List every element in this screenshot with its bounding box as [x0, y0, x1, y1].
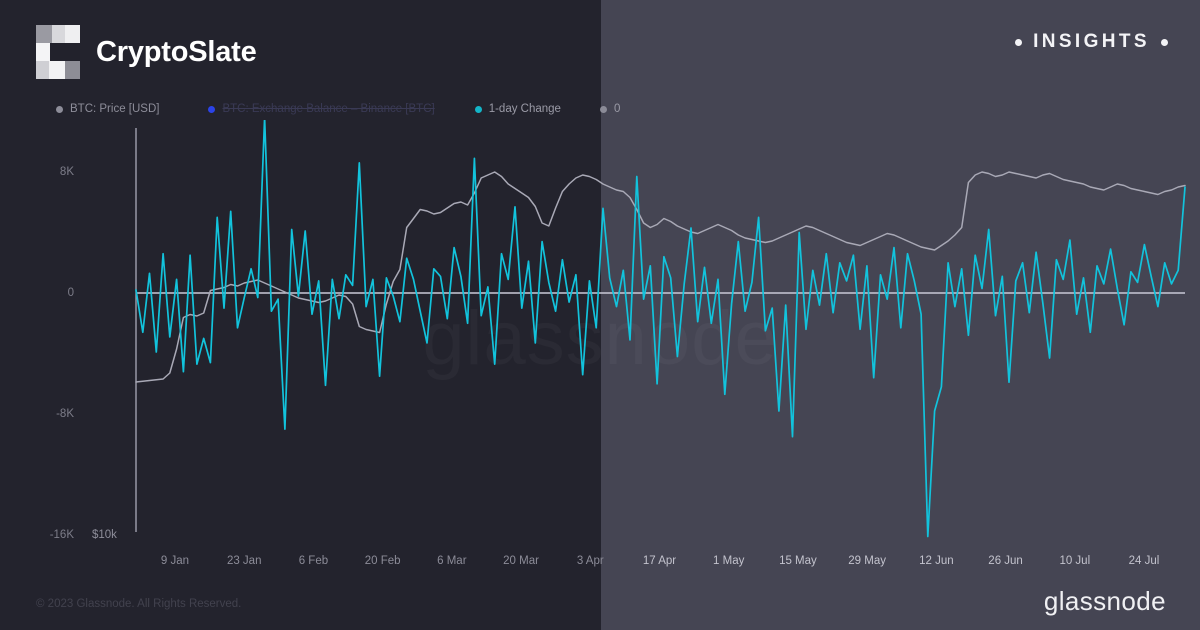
legend-label: 1-day Change	[488, 103, 561, 115]
x-axis-tick-9-jan: 9 Jan	[160, 555, 190, 567]
legend-dot-icon	[208, 105, 216, 113]
x-axis-tick-10-jul: 10 Jul	[1059, 555, 1091, 567]
y-axis-tick-0: 0	[67, 287, 74, 299]
x-axis-tick-12-jun: 12 Jun	[919, 555, 954, 567]
legend-item-1-day-change[interactable]: 1-day Change	[474, 103, 561, 115]
glassnode-logo: glassnode	[1043, 586, 1166, 616]
x-axis-tick-6-feb: 6 Feb	[298, 555, 329, 567]
legend-item-exchange-balance-binance[interactable]: BTC: Exchange Balance – Binance [BTC]	[208, 103, 435, 115]
x-axis-tick-3-apr: 3 Apr	[576, 555, 604, 567]
legend-dot-icon	[599, 105, 607, 113]
btc-price-series-line	[135, 171, 1186, 383]
legend-item-btc-price[interactable]: BTC: Price [USD]	[56, 103, 159, 115]
x-axis-tick-6-mar: 6 Mar	[437, 555, 467, 567]
x-axis-tick-17-apr: 17 Apr	[642, 555, 677, 567]
x-axis-tick-24-jul: 24 Jul	[1128, 555, 1160, 567]
brand-title: CryptoSlate	[96, 35, 257, 68]
insights-badge: INSIGHTS	[1015, 31, 1168, 53]
x-axis-tick-23-jan: 23 Jan	[226, 555, 262, 567]
legend-label: BTC: Price [USD]	[70, 103, 160, 115]
chart-plot-area	[0, 120, 1200, 540]
price-axis-label: $10k	[92, 529, 117, 541]
legend-label: BTC: Exchange Balance – Binance [BTC]	[222, 103, 435, 115]
x-axis-tick-15-may: 15 May	[779, 555, 817, 567]
bullet-dot-right-icon	[1161, 38, 1168, 46]
y-axis-tick-neg8k: -8K	[56, 408, 74, 420]
bullet-dot-left-icon	[1015, 38, 1023, 46]
brand: CryptoSlate	[36, 25, 257, 79]
copyright-text: © 2023 Glassnode. All Rights Reserved.	[36, 598, 242, 610]
legend-item-zero[interactable]: 0	[599, 103, 621, 115]
x-axis-tick-20-mar: 20 Mar	[503, 555, 539, 567]
chart-canvas	[135, 120, 1186, 538]
legend-dot-icon	[56, 105, 63, 113]
y-axis-tick-neg16k: -16K	[49, 529, 74, 541]
x-axis-tick-1-may: 1 May	[713, 555, 745, 567]
x-axis-tick-row: 9 Jan 23 Jan 6 Feb 20 Feb 6 Mar 20 Mar 3 Apr 17…	[0, 555, 1200, 573]
x-axis-tick-26-jun: 26 Jun	[988, 555, 1023, 567]
y-axis-tick-8k: 8K	[59, 166, 74, 178]
legend-dot-icon	[474, 105, 482, 113]
cryptoslate-logo-icon	[36, 25, 80, 79]
background-left-panel	[0, 0, 601, 630]
header: CryptoSlate INSIGHTS	[0, 0, 1200, 100]
x-axis-tick-20-feb: 20 Feb	[364, 555, 401, 567]
one-day-change-series-line	[135, 120, 1186, 538]
chart-legend: BTC: Price [USD] BTC: Exchange Balance –…	[56, 101, 620, 117]
legend-label: 0	[613, 103, 621, 115]
x-axis-tick-29-may: 29 May	[848, 555, 886, 567]
insights-label: INSIGHTS	[1033, 31, 1150, 52]
